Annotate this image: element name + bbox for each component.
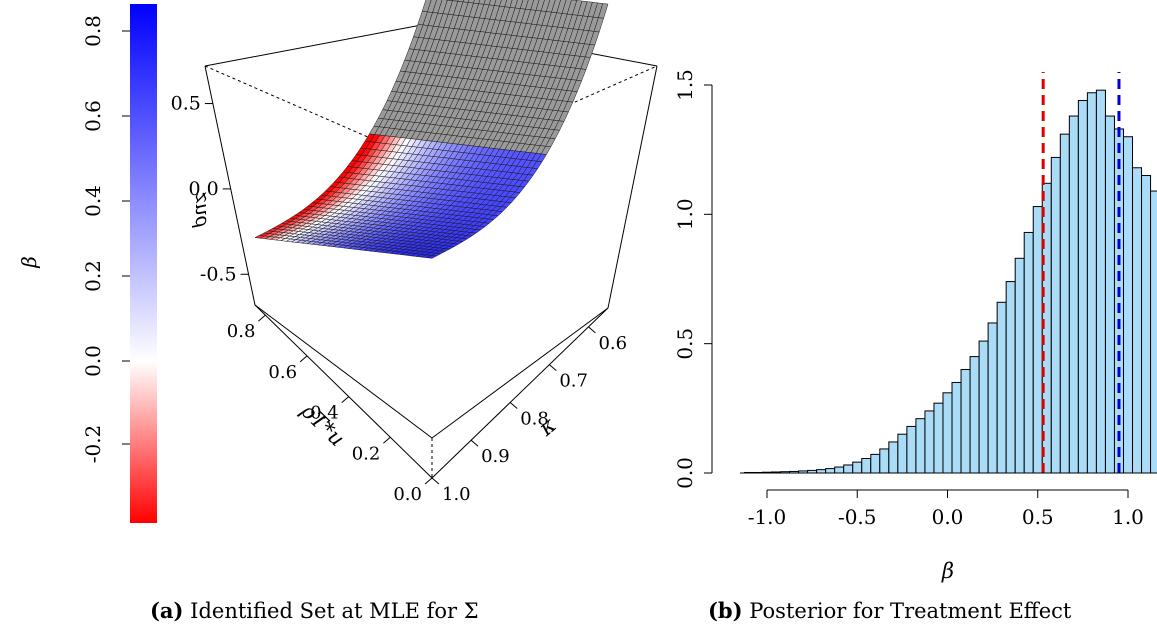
histogram-bar	[843, 464, 854, 474]
box-front-edges	[254, 304, 609, 479]
histogram-bar	[1068, 115, 1079, 474]
caption-b: (b) Posterior for Treatment Effect	[708, 598, 1071, 623]
rho-tick	[299, 355, 308, 363]
kappa-tick-label: 0.6	[598, 333, 627, 354]
histogram-bar	[879, 448, 890, 474]
histogram-bar	[1050, 156, 1061, 474]
x-tick-label: -1.0	[748, 505, 787, 529]
rho-tick	[424, 477, 433, 485]
histogram-bar	[825, 468, 836, 474]
surface-mesh	[254, 0, 609, 259]
rho-tick	[341, 396, 350, 403]
colorbar-tick-label: 0.4	[81, 185, 105, 217]
histogram-bar	[960, 369, 971, 474]
caption-b-label: (b)	[708, 598, 743, 623]
histogram-bar	[942, 392, 953, 474]
x-tick-label: -0.5	[838, 505, 877, 529]
histogram-bar	[1005, 281, 1016, 474]
kappa-tick	[509, 402, 518, 409]
caption-a: (a) Identified Set at MLE for Σ	[150, 598, 479, 623]
colorbar-label: β	[17, 256, 41, 269]
histogram-bar	[1141, 175, 1152, 474]
histogram-bar	[861, 458, 872, 474]
histogram-bar	[969, 356, 980, 474]
kappa-tick-label: 0.7	[559, 371, 588, 392]
histogram-bar	[1077, 100, 1088, 474]
colorbar-tick-label: -0.2	[81, 425, 105, 464]
histogram-bar	[1014, 257, 1025, 474]
z-tick-label: 0.0	[188, 178, 218, 200]
z-tick-label: -0.5	[200, 263, 237, 285]
colorbar-tick-label: 0.2	[81, 260, 105, 292]
rho-tick-label: 0.2	[352, 443, 381, 464]
histogram-bar	[996, 301, 1007, 474]
histogram-bar	[1059, 133, 1070, 474]
histogram-bar	[978, 340, 989, 474]
colorbar-tick-label: 0.8	[81, 15, 105, 47]
kappa-tick-label: 0.9	[481, 446, 510, 467]
histogram-bar	[897, 433, 908, 474]
histogram-bar	[1086, 92, 1097, 474]
histogram-bar	[870, 453, 881, 474]
histogram-bar	[1023, 231, 1034, 474]
histogram-bar	[987, 322, 998, 474]
histogram-bar	[1122, 136, 1134, 474]
kappa-tick	[470, 439, 479, 447]
caption-b-text: Posterior for Treatment Effect	[749, 599, 1072, 623]
kappa-tick	[588, 326, 596, 334]
kappa-tick-label: 1.0	[442, 484, 471, 505]
histogram-bar	[1132, 167, 1143, 474]
histogram-bar	[951, 381, 962, 474]
colorbar-tick-label: 0.0	[81, 345, 105, 377]
y-tick-label: 0.0	[673, 457, 697, 489]
caption-a-text: Identified Set at MLE for Σ	[190, 599, 479, 623]
histogram-bar	[888, 441, 899, 474]
reference-lines	[1041, 72, 1121, 473]
colorbar-ticks	[122, 30, 130, 445]
histogram-bar	[1032, 206, 1043, 474]
surface-facet	[425, 255, 438, 259]
surface-box: -0.50.00.5ρuz0.00.20.40.60.8ρT*u0.60.70.…	[171, 0, 658, 505]
caption-a-label: (a)	[150, 598, 184, 623]
y-tick-label: 0.5	[673, 328, 697, 360]
x-tick-label: 0.5	[1022, 505, 1054, 529]
rho-tick-label: 0.0	[393, 484, 422, 505]
histogram-bar	[906, 425, 917, 474]
rho-tick-label: 0.6	[268, 362, 297, 383]
kappa-tick-label: 0.8	[520, 408, 549, 429]
histogram-bar	[915, 418, 926, 474]
rho-tick-label: 0.4	[310, 403, 339, 424]
z-tick-label: 0.5	[171, 93, 201, 115]
histogram-bar	[933, 402, 944, 474]
colorbar: 0.8 0.6 0.4 0.2 0.0 -0.2 β	[17, 4, 157, 523]
y-tick-label: 1.0	[673, 198, 697, 230]
histogram-bar	[852, 461, 863, 474]
histogram-axes: 0.0 0.5 1.0 1.5 -1.0 -0.5 0.0 0.5 1.0	[673, 69, 1148, 529]
colorbar-gradient	[130, 4, 157, 523]
y-tick-label: 1.5	[673, 69, 697, 101]
histogram-bar	[834, 466, 845, 474]
x-tick-label: 1.0	[1112, 505, 1144, 529]
histogram-bar	[1095, 89, 1106, 474]
rho-tick	[383, 436, 391, 444]
z-axis-label: ρuz	[191, 192, 215, 229]
histogram-bar	[924, 410, 935, 474]
colorbar-tick-label: 0.6	[81, 100, 105, 132]
kappa-tick	[431, 477, 440, 485]
histogram-bar	[816, 469, 827, 474]
kappa-tick	[549, 364, 557, 372]
rho-tick	[258, 314, 266, 322]
x-tick-label: 0.0	[932, 505, 964, 529]
axes-3d: -0.50.00.5ρuz0.00.20.40.60.8ρT*u0.60.70.…	[171, 93, 627, 505]
rho-tick-label: 0.8	[227, 321, 256, 342]
histogram: 0.0 0.5 1.0 1.5 -1.0 -0.5 0.0 0.5 1.0 β	[673, 69, 1157, 583]
x-axis-label: β	[941, 559, 954, 583]
histogram-bars	[743, 89, 1157, 474]
histogram-bar	[1104, 115, 1115, 474]
histogram-bar	[1150, 190, 1157, 474]
